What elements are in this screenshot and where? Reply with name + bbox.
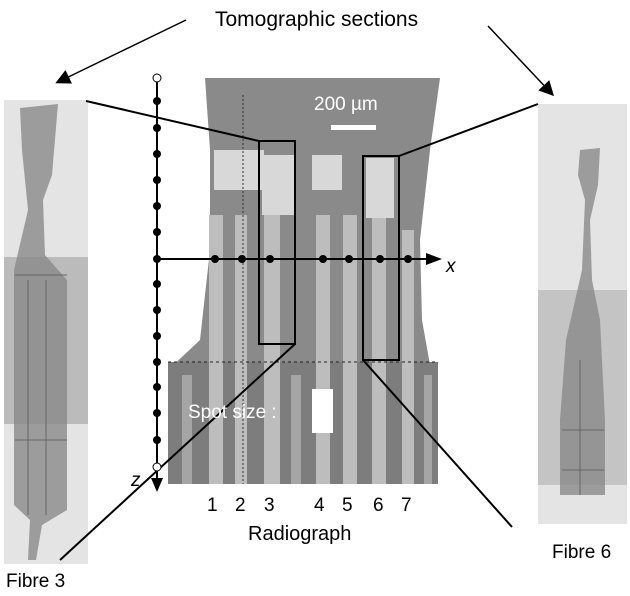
fibre-number-1: 1 (207, 495, 218, 516)
scale-bar (331, 125, 376, 130)
fibre-1 (209, 215, 223, 484)
fibre-number-5: 5 (342, 495, 353, 516)
z-axis-label: z (131, 470, 141, 491)
title-arrow-left (55, 19, 187, 84)
fibre-6-label: Fibre 6 (552, 542, 612, 563)
scale-bar-label: 200 µm (314, 94, 378, 115)
fibre-6 (372, 210, 386, 484)
x-axis-points (211, 255, 412, 263)
radiograph-label: Radiograph (248, 523, 352, 545)
spot-size-label: Spot size : (188, 402, 277, 423)
tomographic-section-fibre-6 (538, 104, 627, 524)
x-axis-label: x (446, 256, 456, 277)
connector-lines (59, 100, 539, 561)
spot-size-marker (312, 389, 333, 433)
fibre-number-7: 7 (401, 495, 412, 516)
fibre-number-2: 2 (235, 495, 246, 516)
fibre-3-label: Fibre 3 (6, 571, 66, 592)
title-arrow-right (487, 25, 555, 97)
z-axis-start-marker (152, 73, 162, 83)
fibre-number-6: 6 (373, 495, 384, 516)
figure-title: Tomographic sections (215, 8, 419, 31)
fibre-3-selection-box (258, 140, 296, 345)
fibre-number-4: 4 (314, 495, 325, 516)
fibre-7 (402, 230, 414, 484)
fibre-2 (235, 215, 247, 484)
tomographic-section-fibre-3 (4, 100, 88, 564)
fibre-3 (264, 200, 280, 484)
z-axis-points (153, 97, 161, 444)
radiograph-bright-region (214, 150, 394, 218)
z-axis-end-marker (152, 462, 162, 472)
z-axis-arrow-icon (151, 478, 163, 492)
fibre-number-3: 3 (264, 495, 275, 516)
fibre-5 (343, 215, 357, 484)
x-axis-arrow-icon (426, 253, 442, 265)
